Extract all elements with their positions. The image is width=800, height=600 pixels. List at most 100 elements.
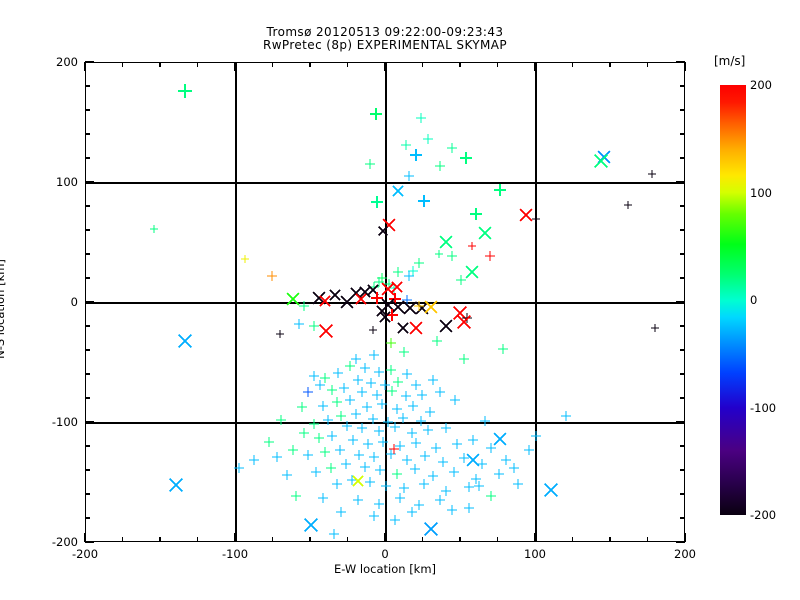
data-point-plus xyxy=(407,262,419,277)
data-point-plus xyxy=(623,195,633,209)
x-tick-major-top xyxy=(684,62,686,71)
data-point-plus xyxy=(470,470,482,484)
data-point-cross xyxy=(390,183,406,199)
x-tick-label: 0 xyxy=(381,547,389,561)
data-point-plus xyxy=(370,194,384,208)
y-tick-minor xyxy=(85,109,90,111)
x-tick-minor xyxy=(196,537,199,542)
data-point-plus xyxy=(322,411,334,425)
x-tick-major xyxy=(384,533,386,542)
data-point-plus xyxy=(401,451,413,465)
data-point-cross xyxy=(166,475,186,495)
data-point-cross xyxy=(353,291,369,307)
data-point-plus xyxy=(326,427,338,441)
x-tick-major xyxy=(84,533,86,542)
y-axis-label: N-S location [km] xyxy=(0,259,7,359)
data-point-plus xyxy=(298,424,310,439)
y-tick-major-right xyxy=(676,181,685,183)
x-tick-minor xyxy=(646,537,649,542)
y-tick-minor xyxy=(85,469,90,471)
data-point-plus xyxy=(508,459,520,473)
data-point-plus xyxy=(417,193,431,207)
data-point-cross xyxy=(317,293,333,309)
data-point-plus xyxy=(346,471,358,485)
colorbar xyxy=(720,85,746,515)
data-point-plus xyxy=(302,446,314,460)
data-point-plus xyxy=(287,441,299,455)
data-point-cross xyxy=(389,298,407,316)
data-point-plus xyxy=(347,431,359,446)
y-tick-major-right xyxy=(676,421,685,423)
data-point-plus xyxy=(356,383,368,398)
x-tick-minor-top xyxy=(571,62,574,67)
data-point-cross xyxy=(422,298,440,316)
data-point-plus xyxy=(485,487,497,501)
x-tick-minor-top xyxy=(121,62,124,67)
y-tick-minor xyxy=(85,229,90,231)
data-point-plus xyxy=(362,435,374,449)
data-point-plus xyxy=(459,150,473,164)
data-point-plus xyxy=(398,343,410,357)
x-tick-major xyxy=(234,533,236,542)
data-point-plus xyxy=(427,467,439,482)
y-tick-minor xyxy=(85,397,90,399)
y-tick-minor xyxy=(85,157,90,159)
y-tick-minor xyxy=(85,445,90,447)
x-tick-minor xyxy=(121,537,124,542)
y-tick-minor-right xyxy=(680,325,685,327)
data-point-plus xyxy=(325,459,337,473)
data-point-plus xyxy=(485,439,497,453)
gridline-vertical xyxy=(535,63,537,541)
data-point-cross xyxy=(348,285,364,301)
x-tick-major-top xyxy=(534,62,536,71)
data-point-plus xyxy=(440,419,452,434)
data-point-cross xyxy=(327,287,343,303)
data-point-cross xyxy=(175,331,195,351)
data-point-plus xyxy=(271,448,283,463)
x-tick-minor xyxy=(309,537,311,542)
data-point-plus xyxy=(240,249,250,263)
data-point-plus xyxy=(149,219,159,233)
y-tick-minor xyxy=(85,349,90,351)
data-point-plus xyxy=(398,479,410,494)
y-tick-minor xyxy=(85,325,90,327)
data-point-plus xyxy=(374,461,386,476)
data-point-plus xyxy=(313,429,325,443)
x-tick-minor xyxy=(609,537,611,542)
data-point-cross xyxy=(437,317,455,335)
data-point-plus xyxy=(368,507,380,521)
x-tick-minor-top xyxy=(271,62,274,67)
data-point-plus xyxy=(403,167,415,182)
data-point-plus xyxy=(364,155,376,170)
data-point-plus xyxy=(368,278,380,292)
data-point-plus xyxy=(326,381,338,395)
data-point-plus xyxy=(293,315,305,329)
data-point-cross xyxy=(491,430,509,448)
data-point-plus xyxy=(368,320,378,334)
x-tick-minor-top xyxy=(159,62,161,67)
data-point-plus xyxy=(308,415,320,429)
data-point-plus xyxy=(331,475,343,489)
data-point-plus xyxy=(369,106,383,121)
x-tick-label: -100 xyxy=(221,547,249,561)
data-point-cross xyxy=(374,303,390,319)
y-tick-minor-right xyxy=(680,253,685,255)
colorbar-tick-label: -100 xyxy=(750,400,777,415)
data-point-cross xyxy=(357,284,373,300)
data-point-plus xyxy=(344,391,356,405)
data-point-plus xyxy=(401,291,413,305)
data-point-plus xyxy=(449,391,461,405)
y-tick-major-right xyxy=(676,61,685,63)
y-tick-minor xyxy=(85,85,90,87)
data-point-cross xyxy=(450,303,470,323)
data-point-cross xyxy=(379,296,397,314)
y-tick-minor xyxy=(85,253,90,255)
data-point-plus xyxy=(335,503,347,518)
y-tick-major xyxy=(85,301,94,303)
y-tick-minor-right xyxy=(680,229,685,231)
data-point-plus xyxy=(397,409,409,423)
data-point-plus xyxy=(275,324,285,339)
data-point-plus xyxy=(350,405,362,419)
gridline-horizontal xyxy=(86,182,684,184)
